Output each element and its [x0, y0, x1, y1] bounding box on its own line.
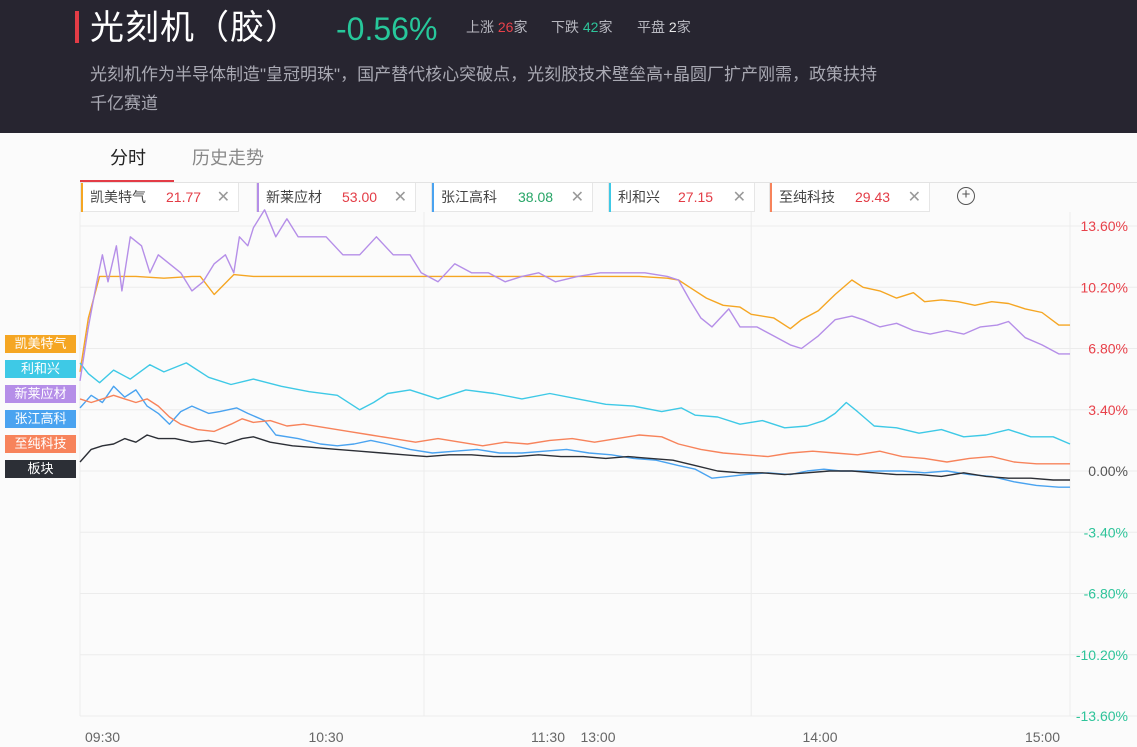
stock-chip-zhichun[interactable]: 至纯科技 29.43 ✕ — [769, 183, 930, 212]
chip-accent — [81, 183, 83, 212]
chip-accent — [432, 183, 434, 212]
up-stat: 上涨 26家 — [466, 19, 528, 35]
chip-accent — [770, 183, 772, 212]
y-tick-label: 10.20% — [1081, 279, 1128, 295]
y-tick-label: 3.40% — [1088, 402, 1128, 418]
x-tick-label: 11:30 — [531, 729, 565, 745]
chip-price: 38.08 — [518, 189, 554, 205]
close-icon[interactable]: ✕ — [570, 189, 584, 206]
chip-name: 凯美特气 — [90, 189, 146, 205]
series-line-板块 — [79, 434, 1070, 481]
close-icon[interactable]: ✕ — [216, 189, 230, 206]
x-tick-label: 13:00 — [580, 729, 615, 745]
active-tab-indicator — [80, 180, 174, 182]
legend-kaimeite: 凯美特气 — [5, 335, 76, 353]
chart-lines — [79, 209, 1071, 488]
down-stat: 下跌 42家 — [551, 19, 613, 35]
series-line-张江高科 — [79, 385, 1070, 488]
chip-accent — [609, 183, 611, 212]
sector-change: -0.56% — [336, 11, 438, 47]
sector-description: 光刻机作为半导体制造"皇冠明珠"，国产替代核心突破点，光刻胶技术壁垒高+晶圆厂扩… — [90, 65, 877, 113]
chart-grid — [79, 212, 1137, 717]
series-line-新莱应材 — [79, 209, 1070, 382]
series-line-利和兴 — [79, 362, 1071, 445]
header: 光刻机（胶） -0.56% 上涨 26家 下跌 42家 平盘 2家 光刻机作为半… — [0, 0, 1137, 133]
stock-chip-xinlai[interactable]: 新莱应材 53.00 ✕ — [256, 183, 416, 212]
legend-zhichun: 至纯科技 — [5, 435, 76, 453]
chip-name: 新莱应材 — [266, 189, 322, 205]
y-tick-label: -6.80% — [1084, 586, 1128, 602]
chip-name: 利和兴 — [618, 189, 660, 205]
y-tick-label: -3.40% — [1084, 524, 1128, 540]
plus-circle-icon[interactable]: + — [957, 187, 975, 205]
close-icon[interactable]: ✕ — [732, 189, 746, 206]
legend-liheixing: 利和兴 — [5, 360, 76, 378]
legend-xinlai: 新莱应材 — [5, 385, 76, 403]
y-tick-label: 13.60% — [1081, 218, 1128, 234]
title-accent-bar — [75, 11, 79, 43]
stock-chip-liheixing[interactable]: 利和兴 27.15 ✕ — [608, 183, 755, 212]
y-tick-label: -10.20% — [1076, 647, 1128, 663]
chip-price: 21.77 — [166, 189, 202, 205]
chip-name: 至纯科技 — [779, 189, 835, 205]
y-tick-label: -13.60% — [1076, 708, 1128, 724]
tab-history[interactable]: 历史走势 — [192, 148, 264, 168]
chip-name: 张江高科 — [441, 189, 497, 205]
x-tick-label: 15:00 — [1025, 729, 1060, 745]
y-tick-label: 0.00% — [1088, 463, 1128, 479]
chip-accent — [257, 183, 259, 212]
sector-title: 光刻机（胶） — [90, 9, 300, 47]
x-axis-labels: 09:30 10:30 11:30 13:00 14:00 15:00 — [85, 729, 1060, 745]
flat-stat: 平盘 2家 — [637, 19, 691, 35]
close-icon[interactable]: ✕ — [907, 189, 921, 206]
tab-intraday[interactable]: 分时 — [110, 148, 146, 168]
stock-chip-kaimeite[interactable]: 凯美特气 21.77 ✕ — [80, 183, 239, 212]
y-tick-label: 6.80% — [1088, 341, 1128, 357]
series-line-至纯科技 — [79, 394, 1070, 465]
series-line-凯美特气 — [79, 273, 1070, 373]
x-tick-label: 09:30 — [85, 729, 120, 745]
x-tick-label: 10:30 — [308, 729, 343, 745]
chip-price: 27.15 — [678, 189, 714, 205]
stock-chip-zhangjiang[interactable]: 张江高科 38.08 ✕ — [431, 183, 593, 212]
close-icon[interactable]: ✕ — [393, 189, 407, 206]
y-axis-labels: 13.60% 10.20% 6.80% 3.40% 0.00% -3.40% -6.80% -… — [1076, 218, 1128, 724]
legend-sector: 板块 — [5, 460, 76, 478]
legend-zhangjiang: 张江高科 — [5, 410, 76, 428]
chip-price: 29.43 — [855, 189, 891, 205]
tab-divider — [80, 182, 1137, 183]
x-tick-label: 14:00 — [802, 729, 837, 745]
chip-price: 53.00 — [342, 189, 378, 205]
